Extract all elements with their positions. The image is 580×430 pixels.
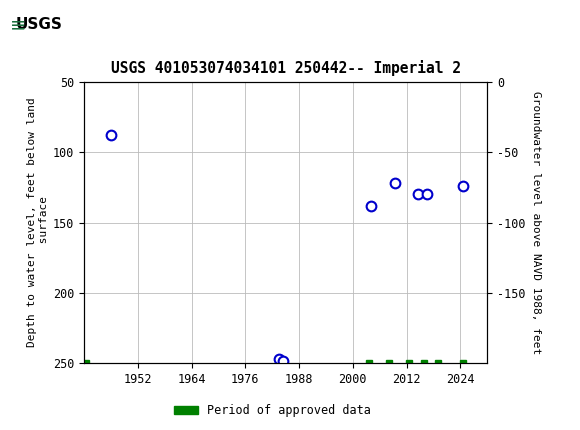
Text: USGS: USGS — [16, 17, 63, 32]
FancyBboxPatch shape — [5, 4, 74, 46]
Y-axis label: Depth to water level, feet below land
 surface: Depth to water level, feet below land su… — [27, 98, 49, 347]
Text: ≡: ≡ — [10, 15, 27, 34]
Title: USGS 401053074034101 250442-- Imperial 2: USGS 401053074034101 250442-- Imperial 2 — [111, 60, 461, 77]
Legend: Period of approved data: Period of approved data — [169, 399, 376, 422]
Y-axis label: Groundwater level above NAVD 1988, feet: Groundwater level above NAVD 1988, feet — [531, 91, 541, 354]
